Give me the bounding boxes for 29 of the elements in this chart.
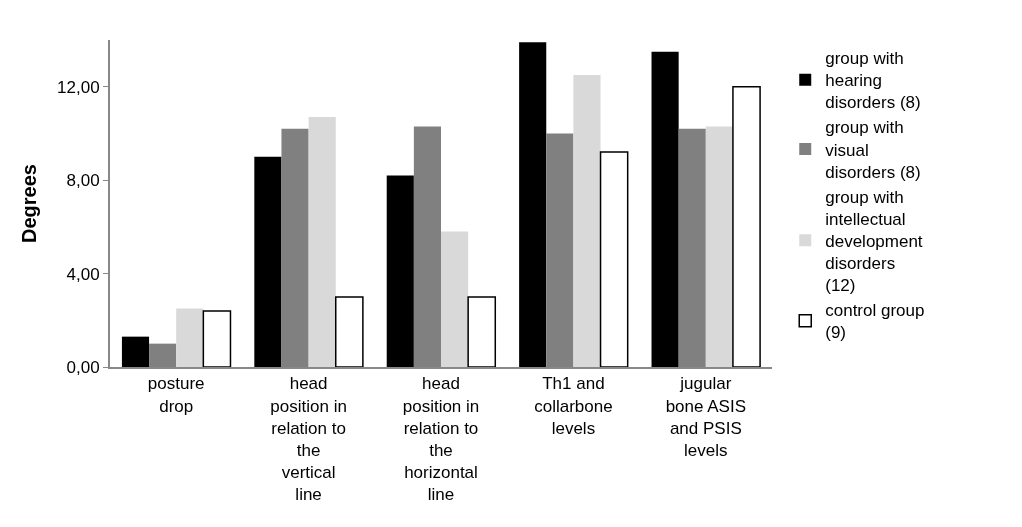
- x-tick-label: Th1 and collarbone levels: [534, 374, 613, 438]
- bar: [599, 151, 629, 367]
- bar: [308, 117, 336, 367]
- y-tick-label: 12,00: [57, 77, 100, 97]
- legend-label: control group (9): [825, 301, 925, 343]
- bar: [176, 308, 204, 367]
- x-tick-label: head position in relation to the vertical line: [270, 374, 347, 504]
- legend-label: group with intellectual development disorders (12): [825, 187, 923, 296]
- bar: [705, 126, 733, 367]
- bar: [441, 231, 469, 367]
- y-tick-label: 8,00: [66, 171, 100, 191]
- bar: [202, 310, 232, 367]
- bar: [519, 42, 547, 367]
- bar: [573, 75, 601, 367]
- bar: [254, 156, 282, 367]
- legend-label: group with hearing disorders (8): [825, 49, 921, 113]
- y-axis-title: Degrees: [18, 164, 41, 243]
- bar: [732, 85, 761, 367]
- x-tick-label: jugular bone ASIS and PSIS levels: [665, 374, 746, 460]
- y-tick-label: 0,00: [66, 357, 100, 377]
- bar: [334, 296, 364, 367]
- x-tick-label: posture drop: [147, 374, 205, 416]
- x-tick-label: head position in relation to the horizontal line: [402, 374, 480, 504]
- bar: [121, 336, 150, 367]
- bar: [467, 296, 497, 367]
- y-tick-label: 4,00: [66, 264, 100, 284]
- bar: [386, 175, 414, 367]
- legend-label: group with visual disorders (8): [825, 118, 921, 182]
- bar: [651, 51, 679, 367]
